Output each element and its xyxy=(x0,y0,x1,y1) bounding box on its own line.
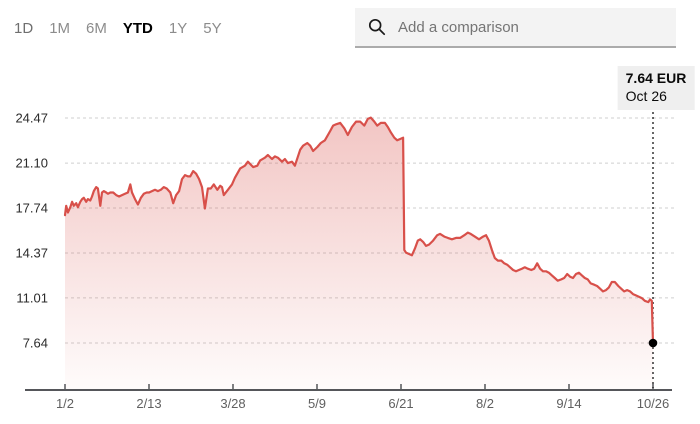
tooltip-date: Oct 26 xyxy=(625,88,667,104)
y-tick-label: 7.64 xyxy=(23,336,48,351)
x-tick-label: 1/2 xyxy=(56,396,74,411)
tab-5y[interactable]: 5Y xyxy=(203,20,222,37)
x-tick-label: 2/13 xyxy=(136,396,161,411)
marker-dot xyxy=(648,338,658,348)
tooltip-price: 7.64 EUR xyxy=(625,70,687,86)
comparison-search-input[interactable] xyxy=(396,17,650,37)
time-range-tabs: 1D 1M 6M YTD 1Y 5Y xyxy=(14,20,222,37)
y-tick-label: 14.37 xyxy=(15,246,48,261)
y-tick-label: 21.10 xyxy=(15,156,48,171)
comparison-search[interactable] xyxy=(355,8,676,48)
tab-1m[interactable]: 1M xyxy=(49,20,71,37)
tab-ytd[interactable]: YTD xyxy=(122,20,153,37)
x-tick-label: 10/26 xyxy=(637,396,670,411)
x-tick-label: 9/14 xyxy=(556,396,581,411)
y-tick-label: 24.47 xyxy=(15,111,48,126)
x-tick-label: 6/21 xyxy=(388,396,413,411)
search-icon xyxy=(368,18,386,36)
x-tick-label: 5/9 xyxy=(308,396,326,411)
tab-6m[interactable]: 6M xyxy=(86,20,107,37)
x-tick-label: 3/28 xyxy=(220,396,245,411)
price-area xyxy=(65,117,653,390)
y-tick-label: 11.01 xyxy=(16,290,48,305)
tab-1y[interactable]: 1Y xyxy=(168,20,188,37)
price-line xyxy=(63,116,655,345)
x-tick-label: 8/2 xyxy=(476,396,494,411)
price-tooltip: 7.64 EUR Oct 26 xyxy=(617,66,695,110)
y-tick-label: 17.74 xyxy=(15,201,48,216)
tab-1d[interactable]: 1D xyxy=(14,20,34,37)
